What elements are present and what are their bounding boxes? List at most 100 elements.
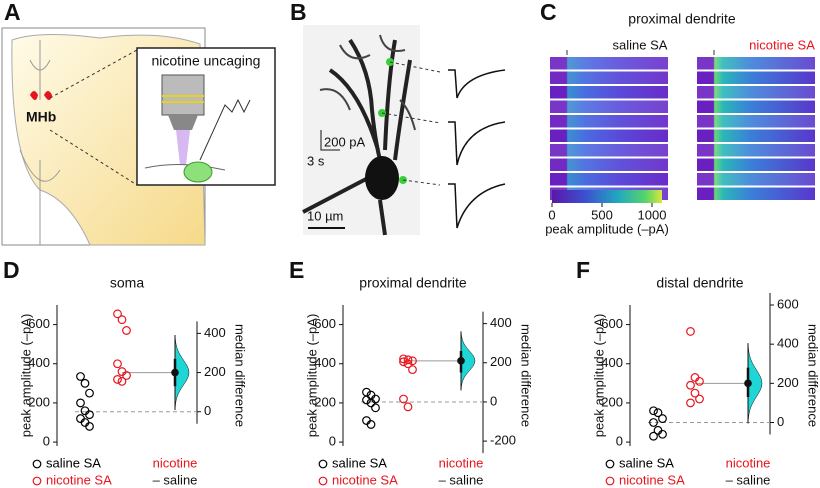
difference-point — [457, 357, 465, 365]
y2-tick-label: 0 — [777, 414, 784, 429]
data-point — [113, 359, 122, 369]
heatmap-row — [697, 187, 815, 200]
heatmaps — [550, 57, 815, 200]
heatmap-row — [697, 144, 815, 157]
legend-marker — [318, 459, 328, 469]
current-scale: 200 pA — [324, 134, 366, 149]
heatmap-row — [697, 129, 815, 142]
y2-tick-label: 600 — [777, 296, 799, 311]
y-tick-label: 400 — [314, 355, 336, 370]
group-label: nicotine SA — [749, 37, 815, 52]
y2-tick-label: 0 — [204, 403, 211, 418]
chart-title: distal dendrite — [656, 275, 743, 291]
data-point — [362, 395, 371, 405]
difference-label: nicotine — [726, 455, 771, 470]
data-point — [76, 372, 85, 381]
data-point — [85, 410, 94, 420]
data-point — [403, 355, 413, 365]
y2-tick-label: 200 — [490, 354, 512, 369]
y2-axis-label: median difference — [806, 324, 820, 427]
data-point — [85, 388, 94, 398]
difference-distribution — [460, 331, 476, 391]
y2-tick-label: -200 — [490, 433, 516, 448]
legend-label: nicotine SA — [619, 472, 685, 487]
legend-marker — [605, 476, 615, 486]
heatmap-row — [697, 57, 815, 70]
data-point — [366, 420, 376, 429]
data-point — [403, 402, 413, 412]
heatmap-row — [697, 86, 815, 99]
heatmap-row — [697, 173, 815, 186]
y-tick-label: 400 — [28, 355, 50, 370]
data-point — [371, 403, 380, 413]
difference-label: nicotine — [439, 455, 484, 470]
colorbar-tick-label: 0 — [548, 207, 555, 222]
legend-label: nicotine SA — [46, 472, 112, 487]
colorbar — [552, 190, 662, 203]
data-point — [695, 394, 704, 404]
time-scale: 3 s — [307, 153, 325, 168]
data-point — [85, 422, 94, 431]
y2-tick-label: 0 — [490, 393, 497, 408]
y2-tick-label: 200 — [777, 375, 799, 390]
y2-axis-label: median difference — [519, 324, 534, 427]
panel-letter: A — [4, 0, 21, 25]
colorbar-tick-label: 500 — [591, 207, 613, 222]
colorbar-tick-label: 1000 — [638, 207, 667, 222]
legend-marker — [32, 476, 42, 486]
panel-letter: D — [3, 257, 20, 283]
data-point — [399, 394, 408, 404]
data-point — [649, 406, 658, 416]
legend-marker — [32, 459, 42, 469]
panel-letter: B — [290, 0, 307, 25]
data-point — [653, 408, 663, 418]
data-point — [399, 354, 408, 364]
heatmap-row — [697, 115, 815, 128]
heatmap-row — [550, 100, 668, 113]
y-axis-label: peak amplitude (–pA) — [591, 314, 606, 438]
data-point — [399, 357, 408, 367]
length-scale: 10 µm — [307, 208, 343, 223]
inset-title: nicotine uncaging — [152, 53, 261, 69]
y2-tick-label: 400 — [490, 315, 512, 330]
y2-axis-label: median difference — [233, 324, 248, 427]
data-point — [658, 429, 667, 439]
data-point — [76, 398, 85, 408]
difference-label: nicotine — [153, 455, 198, 470]
y-tick-label: 0 — [616, 434, 623, 449]
data-point — [80, 378, 90, 388]
difference-distribution — [747, 343, 763, 424]
group-label: saline SA — [613, 37, 668, 52]
y-tick-label: 200 — [314, 394, 336, 409]
legend-label: saline SA — [332, 455, 387, 470]
legend-label: nicotine SA — [332, 472, 398, 487]
panel-title: proximal dendrite — [628, 11, 736, 27]
neuron-image — [302, 25, 506, 236]
heatmap-row — [550, 86, 668, 99]
data-point — [649, 418, 658, 427]
data-point — [649, 431, 658, 441]
data-point — [408, 365, 417, 375]
y-tick-label: 600 — [314, 316, 336, 331]
difference-label: – saline — [439, 472, 484, 487]
heatmap-row — [550, 57, 668, 70]
heatmap-row — [550, 71, 668, 84]
data-point — [122, 371, 131, 380]
brain-diagram: MHb nicotine uncaging — [1, 27, 276, 246]
y-tick-label: 400 — [601, 355, 623, 370]
difference-point — [744, 379, 752, 388]
panel-letter: E — [289, 257, 304, 283]
y2-tick-label: 400 — [777, 336, 799, 351]
data-point — [686, 398, 695, 408]
y-axis-label: peak amplitude (–pA) — [304, 314, 319, 438]
data-point — [117, 376, 127, 386]
data-point — [686, 380, 695, 390]
data-point — [408, 356, 417, 366]
y-axis-label: peak amplitude (–pA) — [18, 314, 33, 438]
heatmap-row — [550, 158, 668, 171]
data-point — [686, 327, 695, 336]
difference-label: – saline — [726, 472, 771, 487]
data-point — [403, 359, 413, 369]
y-tick-label: 0 — [329, 434, 336, 449]
